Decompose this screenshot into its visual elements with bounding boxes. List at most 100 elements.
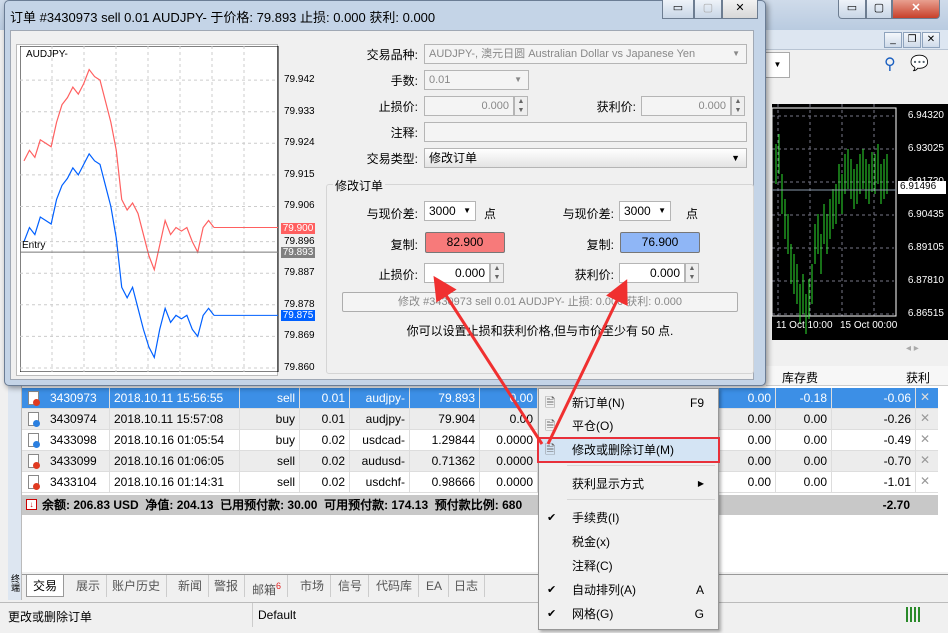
cell-price: 0.98666 <box>410 472 480 493</box>
modify-button[interactable]: 修改 #3430973 sell 0.01 AUDJPY- 止损: 0.000 … <box>342 292 738 312</box>
left-diff-select[interactable]: 3000 ▼ <box>424 201 476 221</box>
tp-spinner[interactable]: ▲ ▼ <box>731 96 745 116</box>
order-row[interactable]: 3433098 2018.10.16 01:05:54 buy 0.02 usdcad-… <box>22 430 938 451</box>
cell-profit: -1.01 <box>832 472 916 493</box>
comment-field[interactable] <box>424 122 747 142</box>
modify-sl-spinner[interactable]: ▲ ▼ <box>490 263 504 283</box>
close-button[interactable]: ✕ <box>892 0 940 19</box>
sl-spinner[interactable]: ▲ ▼ <box>514 96 528 116</box>
sl-field[interactable]: 0.000 <box>424 96 514 116</box>
right-copy-label: 复制: <box>586 238 614 252</box>
close-order-icon[interactable]: ✕ <box>920 453 931 467</box>
volume-label: 手数: <box>390 74 418 88</box>
mdi-minimize-button[interactable]: _ <box>884 32 902 48</box>
search-icon[interactable]: ⚲ <box>884 56 896 73</box>
price-tag: 79.875 <box>281 310 315 322</box>
maximize-button[interactable]: ▢ <box>866 0 892 19</box>
price-chart[interactable] <box>771 104 948 340</box>
minimize-button[interactable]: ▭ <box>838 0 866 19</box>
dialog-minimize-button[interactable]: ▭ <box>662 0 694 19</box>
cell-price: 0.71362 <box>410 451 480 472</box>
menu-item[interactable]: 🗎 平仓(O) <box>539 415 718 437</box>
tab-item[interactable]: 市场 <box>294 575 332 597</box>
y-tick: 79.878 <box>284 298 315 310</box>
type-select[interactable]: 修改订单 ▼ <box>424 148 747 168</box>
volume-select[interactable]: 0.01 ▼ <box>424 70 529 90</box>
right-diff-select[interactable]: 3000 ▼ <box>619 201 671 221</box>
cell-type: sell <box>240 451 300 472</box>
cell-price: 1.29844 <box>410 430 480 451</box>
order-icon <box>28 391 40 406</box>
summary-text: 余额: 206.83 USD 净值: 204.13 已用预付款: 30.00 可… <box>42 498 523 512</box>
tp-field[interactable]: 0.000 <box>641 96 731 116</box>
cell-symbol: audjpy- <box>350 409 410 430</box>
left-copy-label: 复制: <box>390 238 418 252</box>
tab-item[interactable]: 警报 <box>208 575 246 597</box>
cell-time: 2018.10.16 01:06:05 <box>110 451 240 472</box>
copy-tp-button[interactable]: 76.900 <box>620 232 700 253</box>
modify-sl-label: 止损价: <box>378 268 418 282</box>
tab-item[interactable]: 交易 <box>26 575 65 597</box>
check-icon: ✔ <box>547 512 557 524</box>
cell-volume: 0.01 <box>300 388 350 409</box>
menu-item[interactable]: 🗎 修改或删除订单(M) <box>537 437 720 463</box>
tab-item[interactable]: 信号 <box>332 575 370 597</box>
order-row[interactable]: 3430974 2018.10.11 15:57:08 buy 0.01 audjpy-… <box>22 409 938 430</box>
cell-ticket: 3433099 <box>46 451 110 472</box>
order-row[interactable]: 3430973 2018.10.11 15:56:55 sell 0.01 audjpy… <box>22 388 938 409</box>
cell-c8: 0.00 <box>720 472 776 493</box>
cell-profit: -0.70 <box>832 451 916 472</box>
mdi-close-button[interactable]: ✕ <box>922 32 940 48</box>
menu-item[interactable]: ✔ 自动排列(A) A <box>539 579 718 601</box>
menu-item-label: 修改或删除订单(M) <box>572 443 674 457</box>
tab-label: 交易 <box>33 579 58 593</box>
modify-tp-spinner[interactable]: ▲ ▼ <box>685 263 699 283</box>
tab-item[interactable]: 新闻 <box>172 575 210 597</box>
cell-time: 2018.10.16 01:14:31 <box>110 472 240 493</box>
col-swap[interactable]: 库存费 <box>782 371 819 385</box>
tab-item[interactable]: 账户历史 <box>106 575 168 597</box>
tab-item[interactable]: EA <box>420 575 450 597</box>
cell-sl: 0.00 <box>480 388 538 409</box>
sl-label: 止损价: <box>378 100 418 114</box>
cell-c8: 0.00 <box>720 388 776 409</box>
tab-item[interactable]: 展示 <box>70 575 108 597</box>
tab-label: 代码库 <box>376 579 413 593</box>
menu-item[interactable]: ✔ 网格(G) G <box>539 603 718 625</box>
tab-item[interactable]: 邮箱6 <box>246 575 289 597</box>
y-tick: 6.87810 <box>907 275 944 286</box>
col-profit[interactable]: 获利 <box>906 371 931 385</box>
summary-row: ↓ 余额: 206.83 USD 净值: 204.13 已用预付款: 30.00… <box>22 495 938 515</box>
dialog-close-button[interactable]: ✕ <box>722 0 758 19</box>
order-icon <box>28 454 40 469</box>
order-row[interactable]: 3433099 2018.10.16 01:06:05 sell 0.02 audusd… <box>22 451 938 472</box>
menu-item-shortcut: A <box>695 583 704 597</box>
chat-icon[interactable]: 💬 <box>910 55 929 72</box>
modify-sl-field[interactable]: 0.000 <box>424 263 490 283</box>
symbol-value: AUDJPY-, 澳元日圆 Australian Dollar vs Japan… <box>429 48 696 60</box>
side-label: 终端 <box>10 574 20 592</box>
menu-item[interactable]: 获利显示方式 ▶ <box>539 473 718 495</box>
symbol-select[interactable]: AUDJPY-, 澳元日圆 Australian Dollar vs Japan… <box>424 44 747 64</box>
y-tick: 6.90435 <box>907 209 944 220</box>
scroll-arrows[interactable]: ◂ ▸ <box>906 343 919 354</box>
close-order-icon[interactable]: ✕ <box>920 411 931 425</box>
modify-tp-field[interactable]: 0.000 <box>619 263 685 283</box>
toolbar-dropdown[interactable]: ▼ <box>766 52 790 78</box>
y-tick: 79.887 <box>284 267 315 279</box>
tab-item[interactable]: 日志 <box>448 575 486 597</box>
copy-sl-button[interactable]: 82.900 <box>425 232 505 253</box>
y-tick: 79.915 <box>284 168 315 180</box>
menu-item[interactable]: 注释(C) <box>539 555 718 577</box>
order-row[interactable]: 3433104 2018.10.16 01:14:31 sell 0.02 usdchf… <box>22 472 938 493</box>
close-order-icon[interactable]: ✕ <box>920 432 931 446</box>
menu-item[interactable]: 税金(x) <box>539 531 718 553</box>
mdi-restore-button[interactable]: ❐ <box>903 32 921 48</box>
y-tick: 79.869 <box>284 330 315 342</box>
dialog-maximize-button[interactable]: ▢ <box>694 0 722 19</box>
tab-item[interactable]: 代码库 <box>370 575 420 597</box>
menu-item[interactable]: ✔ 手续费(I) <box>539 507 718 529</box>
menu-item[interactable]: 🗎 新订单(N) F9 <box>539 392 718 414</box>
close-order-icon[interactable]: ✕ <box>920 390 931 404</box>
close-order-icon[interactable]: ✕ <box>920 474 931 488</box>
